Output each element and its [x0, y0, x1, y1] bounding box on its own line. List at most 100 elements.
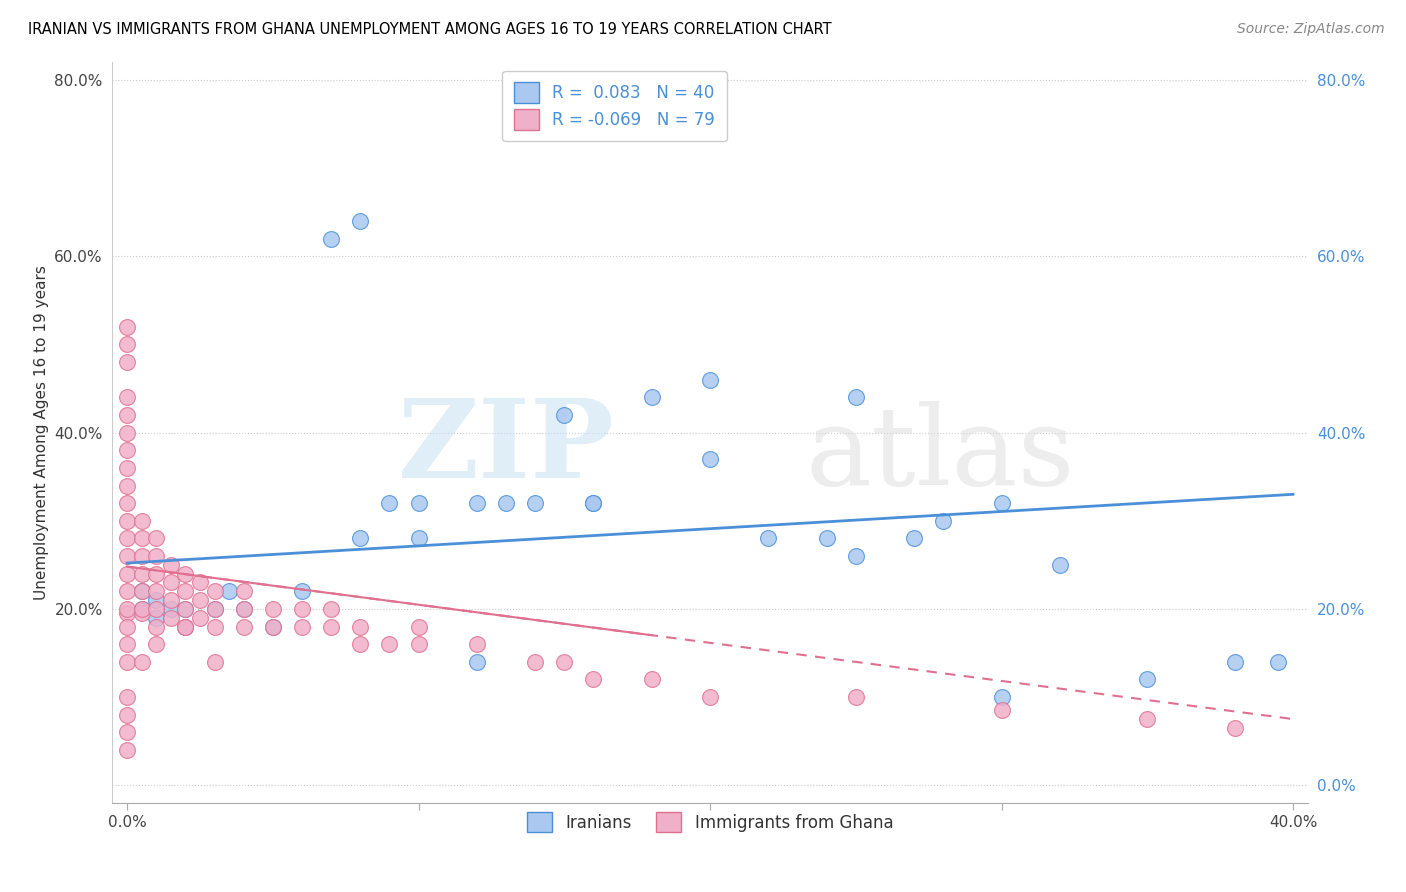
Point	[159, 575, 181, 590]
Point	[349, 637, 371, 651]
Point	[641, 390, 664, 404]
Point	[131, 584, 153, 599]
Point	[159, 602, 181, 616]
Point	[495, 496, 517, 510]
Point	[115, 602, 138, 616]
Text: ZIP: ZIP	[398, 394, 614, 501]
Point	[932, 514, 955, 528]
Point	[174, 566, 197, 581]
Point	[115, 743, 138, 757]
Point	[174, 619, 197, 633]
Point	[115, 690, 138, 704]
Point	[1223, 721, 1246, 735]
Y-axis label: Unemployment Among Ages 16 to 19 years: Unemployment Among Ages 16 to 19 years	[34, 265, 49, 600]
Point	[524, 496, 547, 510]
Point	[115, 390, 138, 404]
Point	[845, 549, 868, 563]
Point	[291, 619, 314, 633]
Point	[319, 232, 342, 246]
Point	[115, 461, 138, 475]
Point	[115, 619, 138, 633]
Point	[204, 602, 226, 616]
Point	[115, 707, 138, 722]
Point	[699, 690, 721, 704]
Point	[232, 602, 254, 616]
Point	[990, 703, 1012, 717]
Point	[145, 637, 167, 651]
Point	[408, 532, 430, 546]
Point	[115, 319, 138, 334]
Point	[145, 549, 167, 563]
Point	[553, 655, 575, 669]
Point	[524, 655, 547, 669]
Point	[553, 408, 575, 422]
Point	[465, 637, 488, 651]
Point	[174, 619, 197, 633]
Point	[115, 443, 138, 458]
Point	[262, 619, 284, 633]
Point	[159, 593, 181, 607]
Point	[115, 607, 138, 621]
Point	[115, 355, 138, 369]
Point	[291, 602, 314, 616]
Point	[465, 496, 488, 510]
Point	[115, 514, 138, 528]
Point	[204, 584, 226, 599]
Point	[131, 514, 153, 528]
Legend: Iranians, Immigrants from Ghana: Iranians, Immigrants from Ghana	[520, 805, 900, 838]
Point	[115, 337, 138, 351]
Point	[131, 566, 153, 581]
Point	[174, 602, 197, 616]
Point	[145, 602, 167, 616]
Point	[159, 558, 181, 572]
Point	[204, 602, 226, 616]
Point	[582, 496, 605, 510]
Point	[990, 496, 1012, 510]
Point	[115, 566, 138, 581]
Point	[115, 655, 138, 669]
Point	[232, 619, 254, 633]
Text: Source: ZipAtlas.com: Source: ZipAtlas.com	[1237, 22, 1385, 37]
Point	[408, 637, 430, 651]
Text: atlas: atlas	[806, 401, 1076, 508]
Point	[845, 690, 868, 704]
Point	[1267, 655, 1289, 669]
Point	[145, 584, 167, 599]
Point	[131, 655, 153, 669]
Point	[1049, 558, 1071, 572]
Point	[145, 610, 167, 624]
Point	[188, 575, 211, 590]
Point	[291, 584, 314, 599]
Point	[131, 602, 153, 616]
Point	[378, 496, 401, 510]
Point	[204, 619, 226, 633]
Point	[232, 602, 254, 616]
Point	[845, 390, 868, 404]
Point	[232, 584, 254, 599]
Point	[204, 655, 226, 669]
Point	[218, 584, 240, 599]
Point	[465, 655, 488, 669]
Point	[1223, 655, 1246, 669]
Point	[188, 593, 211, 607]
Point	[990, 690, 1012, 704]
Point	[131, 532, 153, 546]
Point	[145, 566, 167, 581]
Point	[349, 532, 371, 546]
Point	[115, 425, 138, 440]
Point	[408, 496, 430, 510]
Point	[145, 619, 167, 633]
Point	[174, 584, 197, 599]
Point	[319, 619, 342, 633]
Point	[115, 725, 138, 739]
Point	[349, 619, 371, 633]
Point	[174, 619, 197, 633]
Point	[408, 619, 430, 633]
Point	[319, 602, 342, 616]
Point	[131, 549, 153, 563]
Point	[115, 532, 138, 546]
Point	[641, 673, 664, 687]
Point	[1136, 673, 1159, 687]
Point	[262, 602, 284, 616]
Point	[115, 584, 138, 599]
